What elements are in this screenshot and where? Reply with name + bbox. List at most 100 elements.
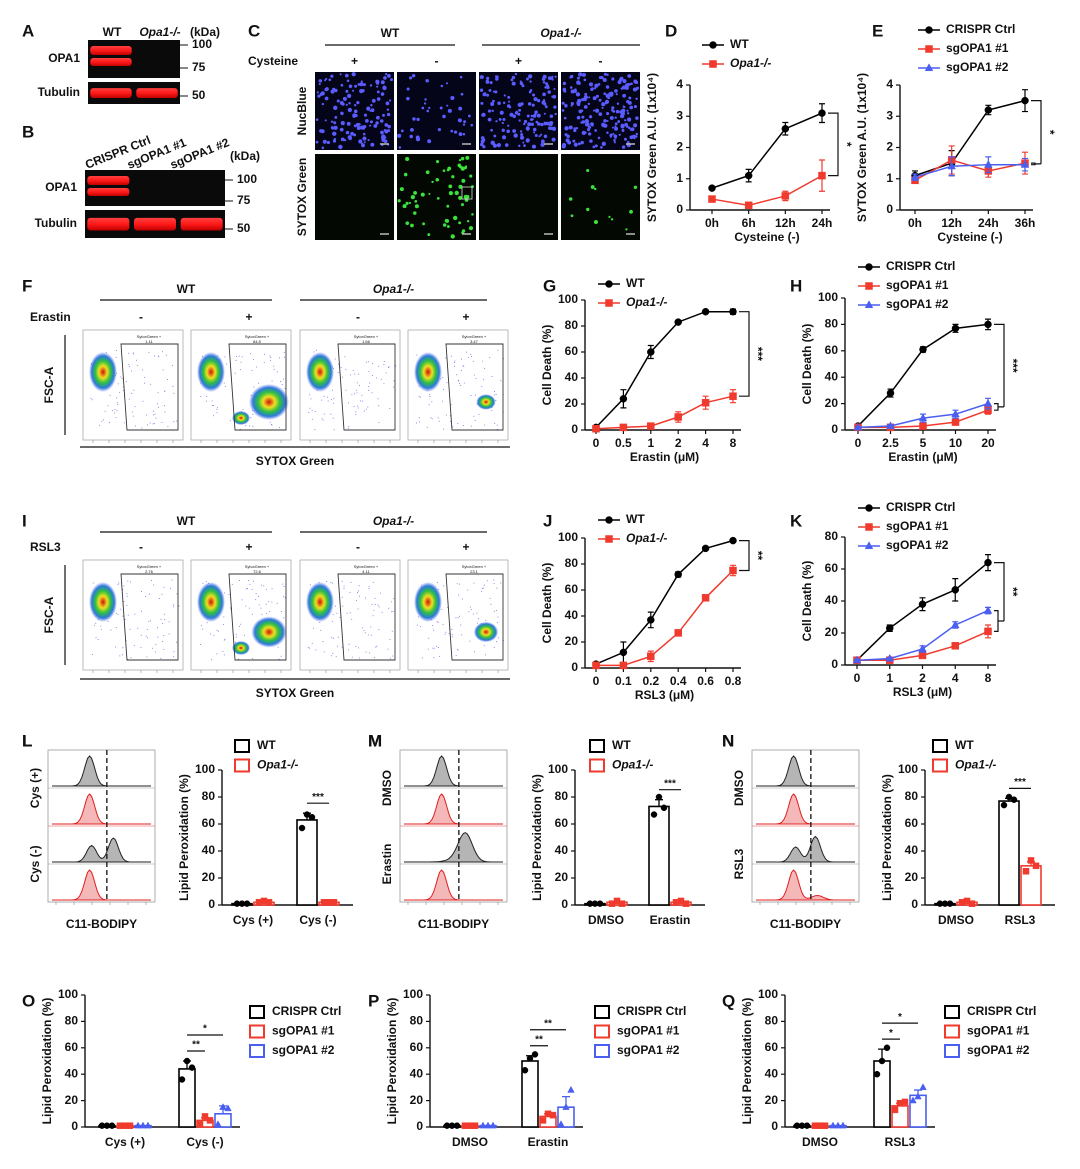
cell	[628, 127, 631, 130]
replicate-point	[108, 1122, 116, 1129]
cell	[615, 93, 618, 96]
event	[437, 622, 439, 624]
event	[279, 427, 281, 429]
data-point	[701, 307, 710, 316]
event	[429, 396, 431, 398]
cell	[333, 105, 338, 110]
y-axis-label: Cell Death (%)	[800, 324, 814, 405]
event	[355, 389, 357, 391]
x-tick-label: 2.5	[882, 436, 899, 450]
event	[211, 405, 213, 407]
event	[213, 635, 215, 637]
replicate-point	[484, 1121, 492, 1129]
band	[90, 46, 132, 55]
legend-marker	[605, 516, 613, 524]
event	[310, 398, 312, 400]
event	[436, 582, 438, 584]
event	[160, 657, 162, 659]
cell	[542, 92, 546, 97]
x-axis-label: Cysteine (-)	[734, 230, 799, 244]
event	[473, 582, 475, 584]
replicate-point	[878, 1057, 886, 1065]
event	[392, 610, 394, 612]
cell	[435, 177, 440, 182]
event	[334, 358, 336, 360]
y-tick-label: 80	[765, 1014, 779, 1028]
event	[164, 613, 166, 615]
data-point	[619, 423, 628, 432]
cell	[549, 114, 554, 118]
legend-marker	[925, 45, 933, 53]
event	[452, 636, 454, 638]
x-tick-label: Cys (-)	[186, 1135, 223, 1149]
event	[391, 601, 393, 603]
event	[283, 617, 285, 619]
replicate-point	[196, 1121, 204, 1128]
y-tick-label: 100	[898, 762, 918, 776]
event	[418, 395, 420, 397]
cell	[508, 105, 512, 109]
cell	[610, 218, 614, 221]
event	[241, 356, 243, 358]
event	[358, 647, 360, 649]
event	[470, 355, 472, 357]
cell	[492, 90, 495, 93]
event	[452, 426, 454, 428]
event	[489, 357, 491, 359]
gate-name: SytoxGreen +	[137, 564, 162, 569]
event	[498, 637, 500, 639]
series-line	[711, 174, 823, 207]
event	[391, 611, 393, 613]
cell	[324, 119, 327, 122]
event	[348, 402, 350, 404]
cell	[334, 88, 338, 93]
y-tick-label: 40	[202, 843, 216, 857]
event	[432, 629, 434, 631]
replicate-point	[946, 900, 954, 907]
sig-bracket	[994, 323, 1005, 407]
event	[140, 634, 142, 636]
event	[332, 652, 334, 654]
event	[437, 647, 439, 649]
event	[263, 585, 265, 587]
cell	[387, 73, 391, 78]
event	[441, 609, 443, 611]
y-axis-label: Cell Death (%)	[540, 325, 554, 406]
y-axis-label: FSC-A	[42, 596, 56, 633]
data-point	[947, 161, 956, 170]
event	[252, 413, 254, 415]
cell	[523, 119, 528, 124]
data-point	[983, 398, 993, 407]
cell	[414, 204, 419, 209]
legend-label: WT	[626, 276, 645, 290]
cell	[508, 100, 511, 103]
x-tick-label: RSL3	[885, 1135, 916, 1149]
event	[455, 617, 457, 619]
legend-label: CRISPR Ctrl	[886, 500, 955, 514]
cell	[351, 72, 356, 77]
event	[389, 639, 391, 641]
event	[372, 615, 374, 617]
data-point	[647, 422, 655, 430]
event	[134, 406, 136, 408]
legend-marker	[924, 63, 934, 72]
panel-label: M	[368, 731, 382, 750]
event	[389, 407, 391, 409]
x-axis-label: RSL3 (μM)	[635, 688, 694, 702]
replicate-point	[183, 1057, 191, 1065]
event	[323, 651, 325, 653]
event	[333, 398, 335, 400]
event	[356, 382, 358, 384]
event	[119, 391, 121, 393]
data-point	[818, 109, 826, 117]
x-tick-label: 6h	[742, 216, 756, 230]
event	[223, 639, 225, 641]
event	[437, 417, 439, 419]
legend-label: Opa1-/-	[257, 758, 298, 772]
cell	[546, 85, 550, 90]
event	[263, 353, 265, 355]
event	[202, 582, 204, 584]
data-point	[853, 422, 863, 431]
cell	[623, 137, 627, 141]
cell	[352, 114, 356, 118]
